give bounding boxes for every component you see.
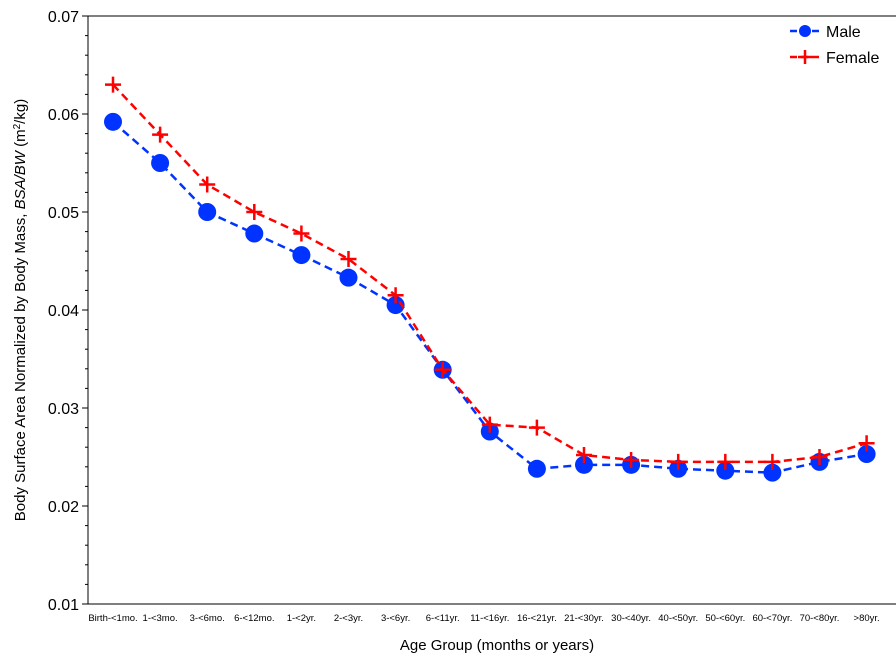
data-point-male xyxy=(151,154,170,172)
y-axis-title: Body Surface Area Normalized by Body Mas… xyxy=(12,99,29,521)
x-tick-label: 6-<11yr. xyxy=(426,613,460,624)
y-axis-minor-ticks xyxy=(85,35,88,585)
legend-female-marker xyxy=(798,50,812,64)
y-tick-label: 0.07 xyxy=(48,9,79,26)
data-point-male xyxy=(386,296,405,315)
data-point-female xyxy=(528,419,545,436)
legend-male-label: Male xyxy=(826,24,861,41)
legend-male-marker xyxy=(799,25,811,37)
data-point-female xyxy=(199,176,216,193)
data-point-male xyxy=(339,268,358,287)
data-point-male xyxy=(104,112,122,131)
data-point-male xyxy=(292,246,311,265)
data-point-female xyxy=(246,204,263,220)
data-point-male xyxy=(198,203,217,221)
y-tick-label: 0.06 xyxy=(48,107,79,124)
data-point-female xyxy=(434,361,451,378)
y-tick-label: 0.05 xyxy=(48,205,79,222)
data-point-female xyxy=(670,453,687,470)
data-point-male xyxy=(245,224,264,243)
data-point-male xyxy=(716,461,735,480)
x-tick-label: 60-<70yr. xyxy=(752,613,792,624)
legend: Male Female xyxy=(790,24,879,67)
x-axis-title: Age Group (months or years) xyxy=(400,637,594,654)
data-point-female xyxy=(387,287,404,304)
x-tick-label: 40-<50yr. xyxy=(658,613,698,624)
y-tick-label: 0.04 xyxy=(48,303,79,320)
x-tick-label: 16-<21yr. xyxy=(517,613,557,624)
x-tick-label: 3-<6mo. xyxy=(190,613,225,624)
series-line-female xyxy=(112,83,867,464)
y-tick-label: 0.02 xyxy=(48,499,79,516)
x-tick-label: 50-<60yr. xyxy=(705,613,745,624)
data-point-female xyxy=(152,126,169,143)
x-tick-label: 2-<3yr. xyxy=(334,613,363,624)
x-axis-tick-labels: Birth-<1mo. 1-<3mo. 3-<6mo. 6-<12mo. 1-<2yr.… xyxy=(88,613,879,624)
data-point-female xyxy=(293,225,310,242)
series-female xyxy=(105,76,875,470)
y-axis-ticks: 0.01 0.02 0.03 0.04 0.05 0.06 0.07 xyxy=(48,9,88,614)
data-point-male xyxy=(575,455,593,474)
data-point-male xyxy=(857,445,876,464)
x-tick-label: 70-<80yr. xyxy=(800,613,840,624)
legend-female-label: Female xyxy=(826,50,879,67)
data-point-female xyxy=(858,435,875,452)
data-point-female xyxy=(717,453,734,470)
x-tick-label: 1-<3mo. xyxy=(143,613,178,624)
x-tick-label: 11-<16yr. xyxy=(470,613,509,624)
data-point-female xyxy=(340,251,357,268)
x-tick-label: 6-<12mo. xyxy=(234,613,274,624)
data-point-female xyxy=(623,451,640,468)
data-point-female xyxy=(481,416,498,433)
legend-entry-male: Male xyxy=(790,24,861,41)
y-tick-label: 0.03 xyxy=(48,401,79,418)
legend-entry-female: Female xyxy=(790,50,879,67)
data-point-female xyxy=(764,453,781,470)
data-point-male xyxy=(763,463,782,482)
x-tick-label: 1-<2yr. xyxy=(287,613,316,624)
data-point-female xyxy=(576,447,592,464)
x-tick-label: 30-<40yr. xyxy=(611,613,651,624)
data-point-female xyxy=(811,449,828,465)
x-tick-label: >80yr. xyxy=(854,613,880,624)
x-tick-label: Birth-<1mo. xyxy=(88,613,137,624)
data-point-female xyxy=(105,76,121,93)
x-tick-label: 21-<30yr. xyxy=(564,613,604,624)
plot-area xyxy=(87,15,896,605)
series-layer xyxy=(104,76,876,482)
x-tick-label: 3-<6yr. xyxy=(381,613,410,624)
data-point-male xyxy=(527,459,546,478)
y-tick-label: 0.01 xyxy=(48,597,79,614)
